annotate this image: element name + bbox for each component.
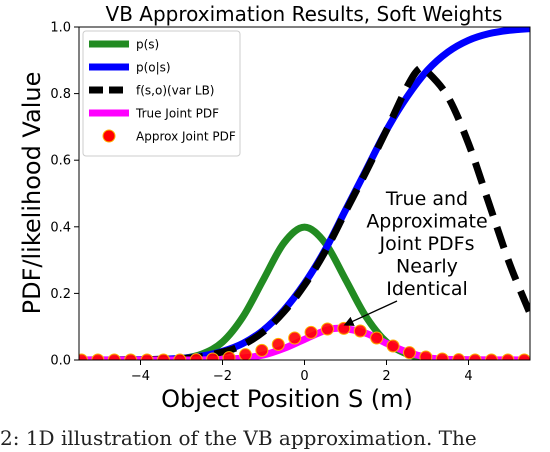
series-approx-joint-pdf — [79, 321, 530, 360]
legend-box — [82, 30, 241, 157]
annotation-arrow — [343, 300, 398, 326]
chart-title: VB Approximation Results, Soft Weights — [106, 2, 503, 26]
tick-layer: −4 −2 0 2 4 0.0 0.2 0.4 0.6 0.8 1.0 — [50, 21, 472, 385]
legend-label-f-s-o-var-lb: f(s,o)(var LB) — [136, 84, 214, 98]
y-tick-label: 0.8 — [50, 87, 71, 102]
approx-joint-pdf-marker — [91, 353, 105, 360]
y-tick-label: 1.0 — [50, 21, 71, 36]
y-tick-label: 0.4 — [50, 220, 71, 235]
approx-joint-pdf-marker — [353, 324, 367, 338]
approx-joint-pdf-marker — [304, 325, 318, 339]
approx-joint-pdf-marker — [484, 353, 498, 360]
legend: p(s) p(o|s) f(s,o)(var LB) True Joint PDF Ap… — [82, 30, 241, 157]
annotation-text-line: Identical — [386, 278, 468, 300]
x-tick-label: 4 — [464, 369, 472, 384]
approx-joint-pdf-marker — [79, 353, 88, 360]
approx-joint-pdf-marker — [288, 331, 302, 345]
approx-joint-pdf-marker — [107, 353, 121, 360]
approx-joint-pdf-marker — [206, 352, 220, 360]
approx-joint-pdf-marker — [156, 353, 170, 360]
x-axis-label: Object Position S (m) — [161, 385, 413, 413]
legend-label-p-s: p(s) — [136, 38, 159, 52]
approx-joint-pdf-marker — [501, 353, 515, 360]
x-tick-label: −2 — [213, 369, 232, 384]
approx-joint-pdf-marker — [517, 353, 530, 360]
approx-joint-pdf-marker — [238, 348, 252, 360]
legend-items: p(s) p(o|s) f(s,o)(var LB) True Joint PDF Ap… — [89, 38, 236, 144]
legend-label-approx-joint-pdf: Approx Joint PDF — [136, 130, 236, 144]
x-tick-label: 2 — [382, 369, 390, 384]
annotation-text-line: Approximate — [366, 211, 487, 233]
plot-frame — [78, 26, 531, 361]
approx-joint-pdf-marker — [140, 353, 154, 360]
series-layer — [79, 27, 530, 360]
approx-joint-pdf-marker — [320, 322, 334, 336]
approx-joint-pdf-marker — [468, 353, 482, 360]
y-tick-label: 0.2 — [50, 287, 71, 302]
annotation-text-line: Joint PDFs — [379, 233, 475, 255]
y-axis-label: PDF/likelihood Value — [18, 72, 46, 315]
approx-joint-pdf-marker — [386, 339, 400, 353]
x-tick-label: −4 — [131, 369, 150, 384]
legend-label-true-joint-pdf: True Joint PDF — [135, 107, 219, 121]
approx-joint-pdf-marker — [222, 351, 236, 360]
legend-swatch-approx-joint-pdf — [102, 129, 116, 143]
approx-joint-pdf-marker — [370, 331, 384, 345]
legend-label-p-o-s: p(o|s) — [136, 61, 171, 75]
figure-caption: 2: 1D illustration of the VB approximati… — [0, 426, 477, 450]
y-tick-label: 0.6 — [50, 154, 71, 169]
approx-joint-pdf-marker — [255, 343, 269, 357]
x-tick-label: 0 — [300, 369, 308, 384]
annotation-text-line: Nearly — [396, 256, 458, 278]
approx-joint-pdf-marker — [419, 350, 433, 360]
y-tick-label: 0.0 — [50, 354, 71, 369]
approx-joint-pdf-marker — [402, 346, 416, 360]
annotation-text-line: True and — [385, 188, 468, 210]
approx-joint-pdf-marker — [124, 353, 138, 360]
series-f-s-o-var-lb-line — [79, 63, 530, 360]
approx-joint-pdf-marker — [271, 337, 285, 351]
approx-joint-pdf-marker — [435, 352, 449, 360]
approx-joint-pdf-marker — [173, 353, 187, 360]
